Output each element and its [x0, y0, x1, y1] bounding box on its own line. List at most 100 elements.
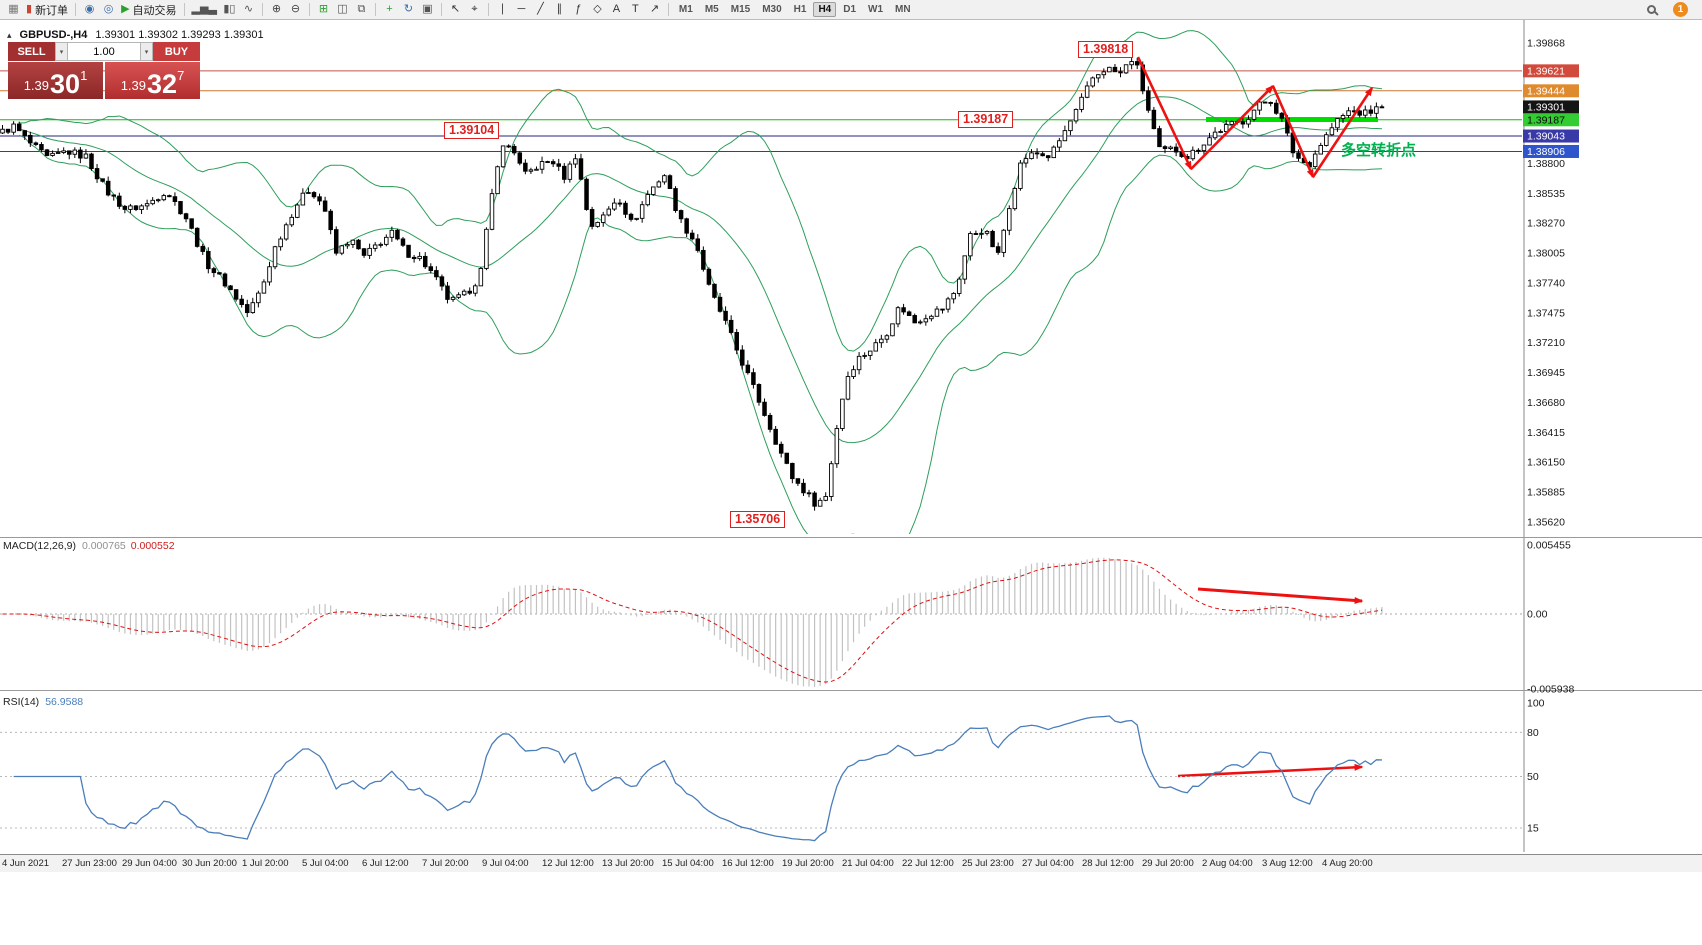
vertical-line-button[interactable]: ∣ — [493, 1, 512, 18]
svg-text:15: 15 — [1527, 822, 1539, 834]
time-axis-label: 27 Jun 23:00 — [62, 858, 117, 869]
trendline-icon: ╱ — [537, 3, 544, 15]
new-chart-button[interactable]: + — [380, 1, 399, 18]
buy-price-display[interactable]: 1.39 32 7 — [105, 62, 200, 99]
cursor-icon: ↖ — [450, 3, 461, 15]
navigator-button[interactable]: ◎ — [99, 1, 118, 18]
candlestick-chart-button[interactable]: ▮▯ — [220, 1, 239, 18]
channel-button[interactable]: ∥ — [550, 1, 569, 18]
text-button[interactable]: A — [607, 1, 626, 18]
svg-text:1.39301: 1.39301 — [1527, 101, 1565, 113]
time-axis-label: 15 Jul 04:00 — [662, 858, 714, 869]
grid-button[interactable]: ⊞ — [314, 1, 333, 18]
snapshot-button[interactable]: ▣ — [418, 1, 437, 18]
toolbar-separator — [487, 3, 489, 16]
cursor-button[interactable]: ↖ — [446, 1, 465, 18]
svg-text:1.35620: 1.35620 — [1527, 517, 1565, 529]
time-axis[interactable]: 4 Jun 2021 27 Jun 23:00 29 Jun 04:00 30 Jun… — [0, 854, 1702, 872]
timeframe-m1[interactable]: M1 — [678, 4, 693, 15]
tile-windows-button[interactable]: ◫ — [333, 1, 352, 18]
charts-window-button[interactable]: ▦ — [4, 1, 23, 18]
timeframe-h4[interactable]: H4 — [813, 2, 837, 17]
rsi-indicator-label: RSI(14) 56.9588 — [3, 696, 83, 708]
new-order-button[interactable]: ▮ 新订单 — [23, 1, 71, 18]
crosshair-icon: ⌖ — [471, 3, 478, 15]
symbol-label: GBPUSD-,H4 — [19, 29, 88, 41]
timeframe-w1[interactable]: W1 — [868, 4, 884, 15]
price-annotation[interactable]: 1.39187 — [958, 111, 1014, 128]
text-icon: A — [612, 3, 621, 15]
volume-caret-right-icon[interactable]: ▾ — [140, 42, 153, 61]
notification-badge[interactable]: 1 — [1673, 2, 1688, 17]
arrows-button[interactable]: ↗ — [645, 1, 664, 18]
zoom-in-button[interactable]: ⊕ — [267, 1, 286, 18]
new-order-icon: ▮ — [26, 3, 33, 15]
svg-text:1.38906: 1.38906 — [1527, 146, 1565, 158]
time-axis-label: 3 Aug 12:00 — [1262, 858, 1313, 869]
macd-main-value: 0.000765 — [81, 540, 126, 552]
price-annotation[interactable]: 1.39818 — [1078, 41, 1134, 58]
panel-collapse-icon[interactable]: ▴ — [7, 29, 12, 40]
time-axis-label: 25 Jul 23:00 — [962, 858, 1014, 869]
label-button[interactable]: T — [626, 1, 645, 18]
svg-text:100: 100 — [1527, 698, 1545, 710]
volume-input[interactable] — [68, 42, 140, 61]
rsi-indicator — [0, 715, 1522, 842]
timeframe-d1[interactable]: D1 — [843, 4, 857, 15]
price-annotation[interactable]: 1.35706 — [730, 511, 786, 528]
turning-point-label: 多空转折点 — [1341, 142, 1417, 159]
zoom-out-icon: ⊖ — [290, 3, 301, 15]
timeframe-mn[interactable]: MN — [895, 4, 911, 15]
algo-trading-button[interactable]: ▶ 自动交易 — [118, 1, 179, 18]
sell-price-display[interactable]: 1.39 30 1 — [8, 62, 103, 99]
svg-text:1.35885: 1.35885 — [1527, 487, 1565, 499]
crosshair-button[interactable]: ⌖ — [465, 1, 484, 18]
fibonacci-button[interactable]: ƒ — [569, 1, 588, 18]
volume-caret-left-icon[interactable]: ▾ — [55, 42, 68, 61]
zoom-in-icon: ⊕ — [271, 3, 282, 15]
rsi-name: RSI(14) — [3, 696, 40, 708]
timeframe-m30[interactable]: M30 — [762, 4, 782, 15]
macd-trend-arrow — [1197, 587, 1364, 604]
bar-chart-button[interactable]: ▂▅▃ — [189, 1, 220, 18]
arrows-icon: ↗ — [649, 3, 660, 15]
time-axis-label: 29 Jul 20:00 — [1142, 858, 1194, 869]
grid-icon: ⊞ — [318, 3, 329, 15]
cascade-windows-button[interactable]: ⧉ — [352, 1, 371, 18]
sell-button[interactable]: SELL — [8, 42, 55, 61]
svg-text:1.39444: 1.39444 — [1527, 85, 1565, 97]
trend-arrows — [1136, 56, 1374, 778]
charts-window-icon: ▦ — [8, 3, 19, 15]
label-icon: T — [632, 3, 639, 15]
navigator-icon: ◎ — [103, 3, 114, 15]
time-axis-label: 27 Jul 04:00 — [1022, 858, 1074, 869]
ohlc-values: 1.39301 1.39302 1.39293 1.39301 — [95, 29, 264, 41]
price-scale: 1.39868 1.38800 1.38535 1.38270 1.38005 1.377… — [0, 20, 1702, 852]
macd-name: MACD(12,26,9) — [3, 540, 76, 552]
bar-chart-icon: ▂▅▃ — [191, 3, 217, 15]
svg-text:1.37475: 1.37475 — [1527, 307, 1565, 319]
toolbar-right: 1 — [1642, 1, 1698, 18]
timeframe-h1[interactable]: H1 — [793, 4, 807, 15]
price-chart-canvas[interactable]: 1.39868 1.38800 1.38535 1.38270 1.38005 1.377… — [0, 20, 1702, 945]
time-axis-label: 7 Jul 20:00 — [422, 858, 469, 869]
chart-window: 1.39868 1.38800 1.38535 1.38270 1.38005 1.377… — [0, 20, 1702, 945]
search-button[interactable] — [1642, 1, 1661, 18]
line-chart-button[interactable]: ∿ — [239, 1, 258, 18]
zoom-out-button[interactable]: ⊖ — [286, 1, 305, 18]
trendline-button[interactable]: ╱ — [531, 1, 550, 18]
market-watch-icon: ◉ — [84, 3, 95, 15]
timeframe-m15[interactable]: M15 — [730, 4, 751, 15]
buy-button[interactable]: BUY — [153, 42, 200, 61]
market-watch-button[interactable]: ◉ — [80, 1, 99, 18]
refresh-button[interactable]: ↻ — [399, 1, 418, 18]
price-annotation[interactable]: 1.39104 — [444, 122, 500, 139]
svg-text:-0.005938: -0.005938 — [1527, 684, 1574, 696]
horizontal-line-button[interactable]: ─ — [512, 1, 531, 18]
svg-text:80: 80 — [1527, 727, 1539, 739]
time-axis-label: 9 Jul 04:00 — [482, 858, 529, 869]
time-axis-label: 4 Jun 2021 — [2, 858, 50, 869]
timeframe-m5[interactable]: M5 — [704, 4, 719, 15]
tile-windows-icon: ◫ — [337, 3, 348, 15]
shapes-button[interactable]: ◇ — [588, 1, 607, 18]
